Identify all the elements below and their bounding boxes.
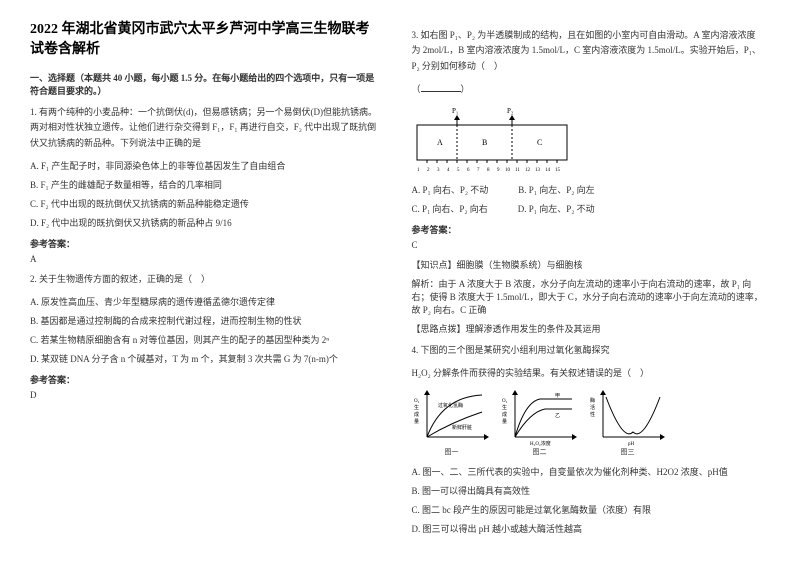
q3-ans: C: [412, 240, 764, 250]
q3-opt-d: D. P₁ 向左、P₂ 不动: [518, 202, 595, 215]
q1-opt-a: A. F₁ 产生配子时，非同源染色体上的非等位基因发生了自由组合: [30, 159, 382, 172]
q2-stem: 2. 关于生物遗传方面的叙述，正确的是（ ）: [30, 272, 382, 287]
q3-think: 【思路点拨】理解渗透作用发生的条件及其运用: [412, 322, 764, 335]
svg-text:7: 7: [477, 168, 480, 173]
label-c: C: [537, 138, 542, 147]
svg-text:O₂: O₂: [414, 399, 420, 404]
q3-opt-c: C. P₁ 向右、P₂ 向右: [412, 202, 488, 215]
q2-opt-b: B. 基因都是通过控制酶的合成来控制代谢过程，进而控制生物的性状: [30, 314, 382, 327]
q4-stem: 4. 下图的三个图是某研究小组利用过氧化氢酶探究: [412, 343, 764, 358]
svg-text:6: 6: [467, 168, 470, 173]
q1-opt-d: D. F₂ 代中出现的既抗倒伏又抗锈病的新品种占 9/16: [30, 216, 382, 229]
svg-text:8: 8: [487, 168, 490, 173]
chart-3-caption: 图三: [588, 447, 668, 457]
svg-text:5: 5: [457, 168, 460, 173]
svg-text:量: 量: [502, 418, 507, 425]
q3-stem: 3. 如右图 P₁、P₂ 为半透膜制成的结构，且在如图的小室内可自由滑动。A 室…: [412, 28, 764, 74]
svg-text:1: 1: [417, 168, 420, 173]
svg-text:新鲜肝脏: 新鲜肝脏: [452, 424, 472, 431]
svg-text:生: 生: [414, 404, 419, 411]
chart-2-caption: 图二: [500, 447, 580, 457]
svg-text:生: 生: [502, 404, 507, 411]
q3-opt-a: A. P₁ 向右、P₂ 不动: [412, 183, 489, 196]
label-a: A: [437, 138, 443, 147]
q1-opt-b: B. F₁ 产生的雌雄配子数量相等，结合的几率相同: [30, 178, 382, 191]
q1-ans: A: [30, 254, 382, 264]
q3-blank: [421, 82, 461, 92]
svg-text:2: 2: [427, 168, 430, 173]
q4-opt-d: D. 图三可以得出 pH 越小或越大酶活性越高: [412, 522, 764, 535]
svg-text:酶: 酶: [590, 397, 595, 404]
svg-text:成: 成: [414, 411, 419, 418]
svg-text:10: 10: [505, 168, 511, 173]
svg-text:3: 3: [437, 168, 440, 173]
q1-ans-label: 参考答案：: [30, 237, 382, 250]
q2-opt-d: D. 某双链 DNA 分子含 n 个碱基对，T 为 m 个，其复制 3 次共需 …: [30, 352, 382, 365]
svg-text:9: 9: [497, 168, 500, 173]
right-column: 3. 如右图 P₁、P₂ 为半透膜制成的结构，且在如图的小室内可自由滑动。A 室…: [412, 20, 764, 541]
left-column: 2022 年湖北省黄冈市武穴太平乡芦河中学高三生物联考试卷含解析 一、选择题（本…: [30, 20, 382, 541]
q4-opt-c: C. 图二 bc 段产生的原因可能是过氧化氢酶数量（浓度）有限: [412, 503, 764, 516]
chart-1: O₂ 生 成 量 过氧化氢酶 新鲜肝脏 图一: [412, 387, 492, 457]
q3-knowledge: 【知识点】细胞膜（生物膜系统）与细胞核: [412, 258, 764, 271]
label-p2: P₂: [507, 107, 514, 115]
svg-text:乙: 乙: [555, 412, 560, 419]
svg-text:活: 活: [590, 404, 595, 411]
label-p1: P₁: [452, 107, 458, 115]
q3-ans-label: 参考答案：: [412, 223, 764, 236]
q4-opt-a: A. 图一、二、三所代表的实验中，自变量依次为催化剂种类、H2O2 浓度、pH值: [412, 465, 764, 478]
chart-3: 酶 活 性 pH 图三: [588, 387, 668, 457]
ruler-ticks: 123456789101112131415: [417, 160, 567, 173]
q4-opt-b: B. 图一可以得出酶具有高效性: [412, 484, 764, 497]
svg-text:14: 14: [545, 168, 551, 173]
q2-opt-c: C. 若某生物精原细胞含有 n 对等位基因，则其产生的配子的基因型种类为 2ⁿ: [30, 333, 382, 346]
chart-2: O₂ 生 成 量 甲 乙 H₂O₂浓度 图二: [500, 387, 580, 457]
section-1-head: 一、选择题（本题共 40 小题，每小题 1.5 分。在每小题给出的四个选项中，只…: [30, 71, 382, 97]
q3-analysis: 解析：由于 A 浓度大于 B 浓度，水分子向左流动的速率小于向右流动的速率，故 …: [412, 277, 764, 316]
q1-opt-c: C. F₂ 代中出现的既抗倒伏又抗锈病的新品种能稳定遗传: [30, 197, 382, 210]
svg-text:量: 量: [414, 418, 419, 425]
svg-text:O₂: O₂: [502, 399, 508, 404]
q3-opt-b: B. P₁ 向左、P₂ 向左: [518, 183, 594, 196]
svg-text:H₂O₂浓度: H₂O₂浓度: [530, 440, 551, 447]
exam-title: 2022 年湖北省黄冈市武穴太平乡芦河中学高三生物联考试卷含解析: [30, 20, 382, 59]
svg-text:4: 4: [447, 168, 450, 173]
svg-text:过氧化氢酶: 过氧化氢酶: [438, 402, 463, 409]
svg-text:成: 成: [502, 411, 507, 418]
chart-1-caption: 图一: [412, 447, 492, 457]
q4-charts: O₂ 生 成 量 过氧化氢酶 新鲜肝脏 图一 O₂ 生 成 量 甲: [412, 387, 764, 457]
q1-stem: 1. 有两个纯种的小麦品种：一个抗倒伏(d)，但易感锈病；另一个易倒伏(D)但能…: [30, 105, 382, 151]
svg-text:12: 12: [525, 168, 531, 173]
q3-diagram: A B C P₁ P₂ 123456789101112131415: [412, 105, 764, 175]
q2-ans: D: [30, 390, 382, 400]
q3-blank-row: （）: [412, 82, 764, 97]
svg-text:性: 性: [590, 411, 595, 418]
label-b: B: [482, 138, 487, 147]
q2-ans-label: 参考答案：: [30, 373, 382, 386]
svg-text:11: 11: [515, 168, 520, 173]
svg-text:13: 13: [535, 168, 541, 173]
svg-text:甲: 甲: [555, 393, 560, 399]
membrane-diagram: A B C P₁ P₂ 123456789101112131415: [412, 105, 572, 175]
svg-text:15: 15: [555, 168, 561, 173]
q4-sub: H₂O₂ 分解条件而获得的实验结果。有关叙述错误的是（ ）: [412, 366, 764, 379]
q2-opt-a: A. 原发性高血压、青少年型糖尿病的遗传遵循孟德尔遗传定律: [30, 295, 382, 308]
